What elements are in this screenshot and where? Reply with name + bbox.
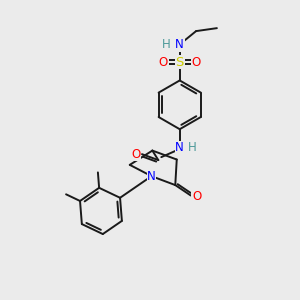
Text: O: O (191, 56, 201, 69)
Text: N: N (147, 170, 156, 183)
Text: O: O (131, 148, 141, 161)
Text: N: N (175, 38, 184, 51)
Text: H: H (162, 38, 171, 51)
Text: N: N (175, 141, 184, 154)
Text: O: O (192, 190, 201, 203)
Text: O: O (159, 56, 168, 69)
Text: H: H (188, 141, 197, 154)
Text: S: S (176, 56, 184, 69)
